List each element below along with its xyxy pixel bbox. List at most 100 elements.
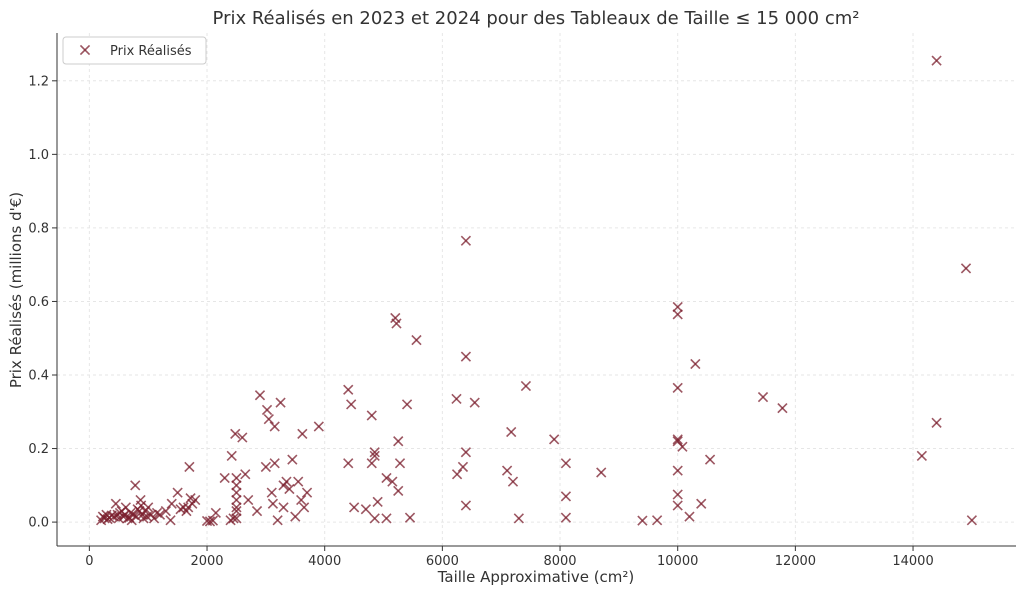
data-point [297,428,308,439]
data-point [404,512,416,523]
chart-title: Prix Réalisés en 2023 et 2024 pour des T… [213,8,860,29]
data-point [460,500,472,511]
data-point [381,472,392,484]
data-point [267,498,279,509]
data-point [696,498,707,509]
x-tick-label: 8000 [543,554,576,569]
data-point [381,513,392,524]
data-point [284,483,295,495]
x-tick-label: 6000 [426,554,459,569]
data-point [931,417,942,428]
legend-marker-x-icon [79,44,91,56]
y-tick-label: 0.4 [28,369,49,384]
data-point [231,487,242,498]
y-tick-label: 1.2 [28,74,49,89]
data-point [460,447,472,458]
data-point [251,505,263,517]
data-point [183,502,194,513]
y-axis-label: Prix Réalisés (millions d'€) [7,192,25,388]
data-point [916,450,927,462]
data-point [207,515,219,526]
data-point [287,454,298,465]
data-point [269,421,280,432]
y-tick-label: 0.0 [28,516,49,531]
data-point [501,465,513,476]
data-point [931,55,942,66]
data-point [110,498,121,509]
data-point [204,516,216,527]
data-point [165,515,176,526]
data-point [360,504,372,515]
data-point [366,458,377,469]
data-point [560,458,572,469]
data-point [266,487,277,498]
data-point [596,467,607,478]
data-point [269,458,280,469]
legend: Prix Réalisés [62,36,207,65]
data-point [457,461,469,473]
data-point [369,450,380,462]
data-point [672,382,683,394]
data-point [966,515,978,526]
data-point [366,410,377,421]
data-point [684,511,695,522]
data-point [130,480,141,491]
data-point [451,393,462,405]
data-point [411,334,422,346]
data-point [394,458,406,469]
data-point [230,428,241,439]
y-tick-label: 0.6 [28,295,49,310]
data-point [296,494,307,506]
data-point [348,502,360,513]
data-point [369,513,380,524]
data-point [393,436,404,447]
legend-box [62,36,207,65]
data-point [704,454,716,465]
x-axis-label: Taille Approximative (cm²) [437,568,635,586]
data-point [560,491,572,502]
y-axis-ticks: 0.0 0.2 0.4 0.6 0.8 1.0 1.2 [28,74,57,531]
data-point [143,502,154,513]
legend-entry: Prix Réalisés [110,44,192,59]
data-point [231,505,242,517]
x-tick-label: 14000 [892,554,933,569]
data-point [290,511,301,522]
data-point [160,505,171,517]
x-axis-ticks: 0 2000 4000 6000 8000 10000 12000 14000 [85,546,934,569]
data-points [95,55,978,527]
data-point [391,318,402,329]
data-point [240,469,251,480]
x-tick-label: 0 [85,554,93,569]
data-point [313,421,324,432]
x-tick-label: 4000 [308,554,341,569]
grid-lines [57,33,1016,546]
data-point [226,450,237,462]
data-point [185,493,196,504]
data-point [254,390,266,401]
data-point [506,426,517,438]
data-point [672,309,683,320]
data-point [393,485,404,496]
data-point [172,487,183,498]
data-point [469,397,480,408]
data-point [637,515,648,526]
data-point [690,358,701,370]
data-point [260,461,271,473]
data-point [520,380,532,392]
data-point [401,399,413,410]
data-point [263,413,274,425]
data-point [672,489,683,500]
data-point [346,399,357,410]
data-point [275,397,286,408]
data-point [369,447,380,458]
y-tick-label: 0.8 [28,221,49,236]
data-point [301,487,313,498]
data-point [460,351,472,362]
data-point [219,472,230,484]
data-point [231,480,242,491]
data-point [272,515,283,526]
data-point [210,507,221,519]
data-point [507,476,519,487]
legend-marker-x [79,44,91,56]
